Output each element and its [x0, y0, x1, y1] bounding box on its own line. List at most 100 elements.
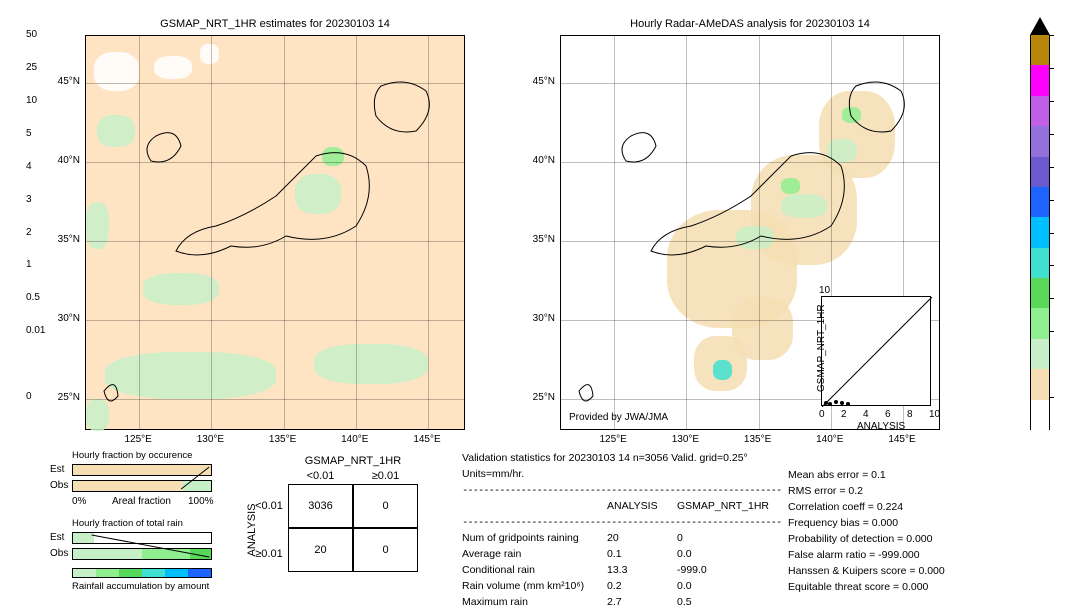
occ-areal-label: Areal fraction	[112, 496, 171, 507]
stats-row: Conditional rain13.3-999.0	[462, 562, 782, 578]
precip-patch	[842, 107, 861, 123]
colorbar-over-triangle	[1030, 17, 1050, 35]
stats-metric: Frequency bias = 0.000	[788, 515, 1038, 531]
stats-row: Average rain0.10.0	[462, 546, 782, 562]
left-xtick: 140°E	[335, 434, 375, 445]
bar-row-label: Obs	[50, 480, 68, 491]
colorbar	[1030, 35, 1050, 430]
right-map-title: Hourly Radar-AMeDAS analysis for 2023010…	[560, 18, 940, 30]
contingency-cell-11: 0	[353, 528, 418, 572]
occ-xmin: 0%	[72, 496, 86, 507]
right-ytick: 25°N	[520, 392, 555, 403]
right-ytick: 45°N	[520, 76, 555, 87]
stats-row-label: Num of gridpoints raining	[462, 530, 607, 546]
left-ytick: 45°N	[45, 76, 80, 87]
colorbar-tick: 50	[26, 29, 56, 40]
figure-root: GSMAP_NRT_1HR estimates for 20230103 14 …	[0, 0, 1080, 612]
bar-row-label: Obs	[50, 548, 68, 559]
colorbar-tick: 5	[26, 128, 56, 139]
stats-dash2: ----------------------------------------…	[462, 514, 782, 530]
inset-xtick: 10	[929, 409, 940, 420]
stats-row-product: 0.5	[677, 594, 782, 610]
stats-row-label: Maximum rain	[462, 594, 607, 610]
contingency-col-product: GSMAP_NRT_1HR	[288, 455, 418, 467]
stats-row-analysis: 20	[607, 530, 677, 546]
precip-patch	[295, 174, 341, 214]
contingency-col1: ≥0.01	[353, 470, 418, 482]
colorbar-tick: 0.5	[26, 292, 56, 303]
inset-xlabel: ANALYSIS	[857, 421, 905, 432]
colorbar-tick: 0.01	[26, 325, 56, 336]
stats-row: Num of gridpoints raining200	[462, 530, 782, 546]
left-xtick: 130°E	[190, 434, 230, 445]
colorbar-tick: 25	[26, 62, 56, 73]
right-ytick: 35°N	[520, 234, 555, 245]
stats-row-analysis: 0.2	[607, 578, 677, 594]
bar-row-label: Est	[50, 532, 64, 543]
right-xtick: 145°E	[882, 434, 922, 445]
precip-patch	[105, 352, 276, 399]
inset-xtick: 2	[841, 409, 847, 420]
stats-row: Maximum rain2.70.5	[462, 594, 782, 610]
stats-col1: ANALYSIS	[607, 498, 677, 514]
stats-row-product: 0.0	[677, 546, 782, 562]
stats-metric: Hanssen & Kuipers score = 0.000	[788, 563, 1038, 579]
occ-diag-line	[72, 462, 212, 494]
stats-dash1: ----------------------------------------…	[462, 482, 782, 498]
acc-bar-title: Rainfall accumulation by amount	[72, 581, 209, 592]
colorbar-tick: 3	[26, 194, 56, 205]
right-xtick: 130°E	[665, 434, 705, 445]
colorbar-tick: 2	[26, 227, 56, 238]
right-xtick: 125°E	[593, 434, 633, 445]
contingency-cell-10: 20	[288, 528, 353, 572]
precip-patch	[143, 273, 219, 305]
stats-row: Rain volume (mm km²10⁶)0.20.0	[462, 578, 782, 594]
acc-strip	[72, 568, 212, 578]
contingency-col0: <0.01	[288, 470, 353, 482]
stats-row-label: Conditional rain	[462, 562, 607, 578]
left-xtick: 125°E	[118, 434, 158, 445]
precip-patch	[97, 115, 135, 147]
precip-patch	[314, 344, 428, 384]
occ-bar-title: Hourly fraction by occurence	[72, 450, 192, 461]
stats-row-analysis: 0.1	[607, 546, 677, 562]
precip-patch	[713, 360, 732, 380]
inset-xtick: 6	[885, 409, 891, 420]
precip-patch	[154, 56, 192, 80]
contingency-row1: ≥0.01	[250, 548, 288, 560]
precip-patch	[94, 52, 140, 92]
precip-patch	[781, 194, 827, 218]
left-xtick: 145°E	[407, 434, 447, 445]
inset-ylabel: GSMAP_NRT_1HR	[816, 302, 827, 392]
left-ytick: 30°N	[45, 313, 80, 324]
stats-metric: Mean abs error = 0.1	[788, 467, 1038, 483]
stats-right-block: Mean abs error = 0.1RMS error = 0.2Corre…	[788, 467, 1038, 595]
stats-row-product: -999.0	[677, 562, 782, 578]
stats-left-block: Validation statistics for 20230103 14 n=…	[462, 450, 782, 610]
stats-row-product: 0.0	[677, 578, 782, 594]
precip-patch	[86, 399, 109, 431]
colorbar-tick: 1	[26, 259, 56, 270]
left-map-panel	[85, 35, 465, 430]
precip-patch	[200, 44, 219, 64]
stats-row-label: Rain volume (mm km²10⁶)	[462, 578, 607, 594]
stats-col2: GSMAP_NRT_1HR	[677, 498, 782, 514]
stats-row-analysis: 2.7	[607, 594, 677, 610]
stats-row-analysis: 13.3	[607, 562, 677, 578]
stats-row-label: Average rain	[462, 546, 607, 562]
left-xtick: 135°E	[263, 434, 303, 445]
stats-header: Validation statistics for 20230103 14 n=…	[462, 450, 782, 482]
stats-metric: False alarm ratio = -999.000	[788, 547, 1038, 563]
inset-xtick: 8	[907, 409, 913, 420]
stats-row-product: 0	[677, 530, 782, 546]
contingency-cell-00: 3036	[288, 484, 353, 528]
right-xtick: 140°E	[810, 434, 850, 445]
right-ytick: 30°N	[520, 313, 555, 324]
stats-metric: RMS error = 0.2	[788, 483, 1038, 499]
tot-bar-title: Hourly fraction of total rain	[72, 518, 183, 529]
stats-metric: Probability of detection = 0.000	[788, 531, 1038, 547]
colorbar-tick: 0	[26, 391, 56, 402]
left-map-title: GSMAP_NRT_1HR estimates for 20230103 14	[85, 18, 465, 30]
colorbar-tick: 4	[26, 161, 56, 172]
inset-scatter: 10 GSMAP_NRT_1HR ANALYSIS 0246810	[821, 296, 931, 406]
